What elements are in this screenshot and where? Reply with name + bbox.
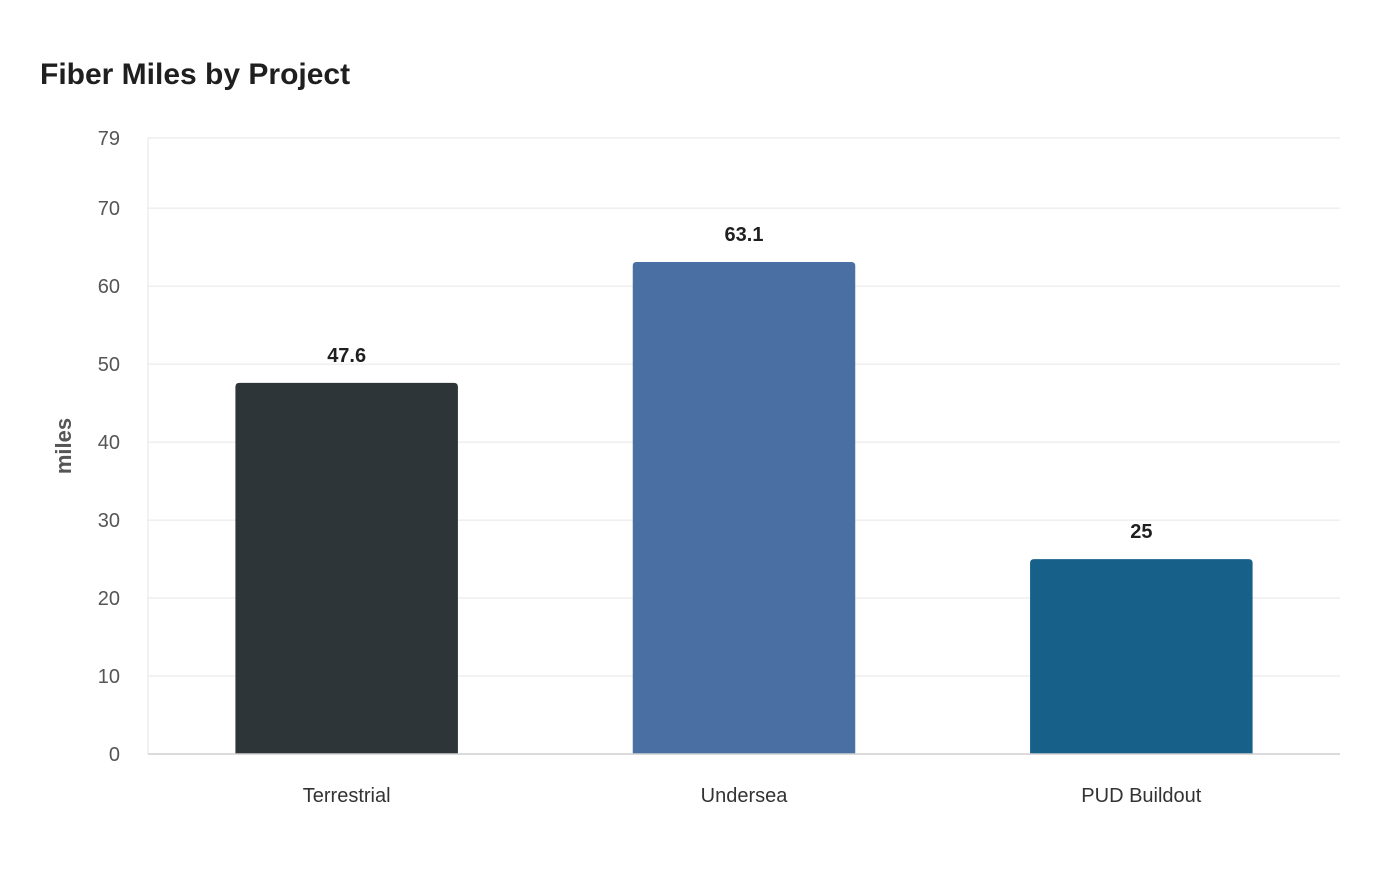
y-tick-label: 30 xyxy=(98,510,120,532)
bar-undersea xyxy=(632,261,856,754)
y-tick-label: 60 xyxy=(98,276,120,298)
bar-pud-buildout xyxy=(1030,559,1253,754)
y-axis-title: miles xyxy=(51,418,76,474)
x-category-label: PUD Buildout xyxy=(1081,785,1202,807)
y-tick-label: 0 xyxy=(109,744,120,766)
y-tick-label: 79 xyxy=(98,128,120,150)
data-label: 25 xyxy=(1130,521,1152,543)
y-tick-label: 40 xyxy=(98,432,120,454)
y-tick-label: 20 xyxy=(98,588,120,610)
bar-terrestrial xyxy=(235,382,458,754)
axis-layer: 0 10 20 30 40 50 60 70 79 xyxy=(98,128,1340,766)
chart-title: Fiber Miles by Project xyxy=(40,58,351,91)
x-category-label: Undersea xyxy=(701,785,789,807)
y-tick-label: 50 xyxy=(98,354,120,376)
y-tick-label: 70 xyxy=(98,198,120,220)
data-label: 63.1 xyxy=(725,224,764,246)
y-tick-label: 10 xyxy=(98,666,120,688)
bars-layer xyxy=(235,261,1253,754)
x-category-label: Terrestrial xyxy=(303,785,391,807)
data-label: 47.6 xyxy=(327,345,366,367)
labels-layer: 47.6 Terrestrial 63.1 Undersea 25 PUD Buildou… xyxy=(303,224,1202,807)
